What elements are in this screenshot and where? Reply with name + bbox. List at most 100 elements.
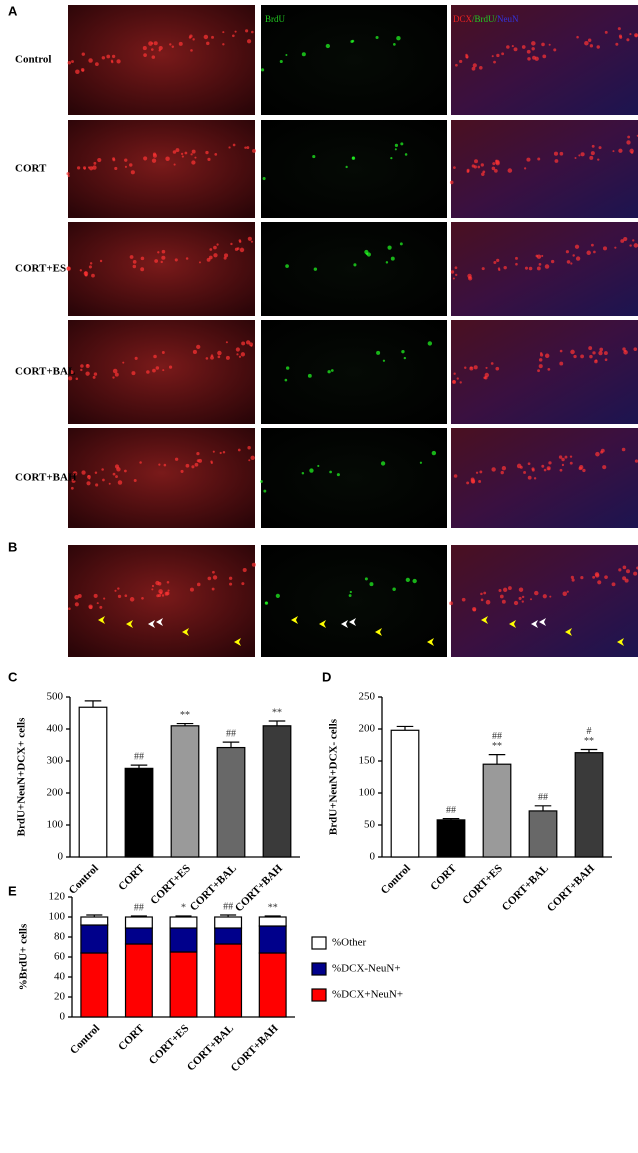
cell-dot (214, 153, 218, 156)
cell-dot (573, 354, 577, 359)
arrowhead (349, 618, 356, 626)
cell-dot (589, 354, 593, 359)
cell-dot (396, 35, 401, 41)
cell-dot (111, 54, 116, 59)
cell-dot (76, 166, 81, 170)
bar (436, 819, 466, 858)
cell-dot (191, 465, 195, 469)
cell-dot (229, 582, 233, 586)
arrowhead (341, 620, 348, 628)
cell-dot (603, 351, 608, 355)
y-tick-label: 500 (47, 691, 64, 703)
cell-dot (122, 361, 125, 364)
y-axis-title: BrdU+NeuN+DCX- cells (328, 718, 340, 835)
cell-dot (247, 446, 251, 450)
bar (262, 725, 292, 858)
cell-dot (627, 135, 631, 139)
cell-dot (524, 266, 529, 270)
cell-dot (623, 350, 628, 355)
cell-dot (535, 254, 539, 258)
error-bar (220, 914, 237, 917)
cell-dot (452, 380, 457, 384)
cell-dot (246, 146, 250, 150)
cell-dot (599, 347, 604, 352)
cell-dot (385, 261, 389, 264)
arrowhead (148, 620, 155, 628)
cell-dot (547, 368, 551, 371)
y-tick-label: 300 (47, 755, 64, 767)
cell-dot (536, 266, 541, 271)
cell-dot (382, 359, 386, 362)
legend-label: %Other (332, 937, 367, 949)
cell-dot (459, 59, 463, 64)
cell-dot (139, 461, 142, 464)
cell-dot (327, 370, 331, 374)
cell-dot (479, 470, 483, 474)
arrowhead (319, 620, 326, 628)
cell-dot (307, 373, 312, 378)
cell-dot (264, 601, 269, 605)
micrograph (261, 545, 447, 657)
y-tick-label: 150 (359, 755, 376, 767)
cell-dot (75, 69, 80, 75)
cell-dot (133, 478, 137, 482)
cell-dot (155, 366, 160, 370)
cell-dot (498, 588, 502, 593)
bar (216, 746, 246, 858)
cell-dot (111, 60, 114, 64)
cell-dot (574, 156, 577, 160)
arrowhead (126, 620, 133, 628)
cell-dot (80, 364, 84, 368)
cell-dot (189, 587, 194, 592)
cell-dot (471, 480, 475, 484)
cell-dot (527, 57, 531, 61)
cell-dot (591, 144, 595, 148)
cell-dot (117, 480, 123, 485)
cell-dot (236, 353, 239, 356)
cell-dot (604, 575, 608, 580)
micrograph (68, 222, 255, 316)
cell-dot (494, 169, 498, 173)
cell-dot (169, 43, 172, 46)
cell-dot (330, 369, 334, 372)
cell-dot (473, 365, 478, 370)
x-tick-label: CORT+ES (147, 1022, 192, 1067)
cell-dot (228, 146, 231, 149)
cell-dot (464, 366, 467, 370)
legend-swatch (311, 936, 327, 950)
cell-dot (213, 245, 217, 250)
cell-dot (584, 40, 589, 46)
cell-dot (250, 240, 254, 243)
cell-dot (74, 594, 79, 600)
cell-dot (92, 165, 97, 170)
cell-dot (537, 157, 541, 161)
cell-dot (174, 258, 178, 262)
legend-label: %DCX+NeuN+ (332, 989, 403, 1001)
cell-dot (244, 146, 247, 149)
cell-dot (562, 591, 567, 596)
cell-dot (604, 30, 608, 34)
cell-dot (473, 165, 477, 169)
bar-segment (80, 924, 109, 954)
cell-dot (534, 590, 539, 596)
annotation: ## (226, 728, 236, 739)
bar (124, 767, 154, 858)
cell-dot (620, 239, 625, 243)
arrowhead (291, 616, 298, 624)
micrograph (68, 320, 255, 424)
cell-dot (140, 267, 145, 272)
cell-dot (611, 582, 616, 587)
channel-label: DCX/BrdU/NeuN (453, 14, 519, 24)
cell-dot (131, 371, 136, 376)
cell-dot (578, 154, 581, 157)
x-tick-label: Control (379, 862, 413, 896)
cell-dot (521, 45, 526, 49)
arrowhead (509, 620, 516, 628)
cell-dot (507, 168, 513, 173)
cell-dot (526, 157, 531, 162)
cell-dot (151, 588, 154, 591)
cell-dot (68, 607, 71, 611)
cell-dot (66, 266, 71, 271)
cell-dot (570, 349, 575, 355)
micrograph (261, 320, 447, 424)
